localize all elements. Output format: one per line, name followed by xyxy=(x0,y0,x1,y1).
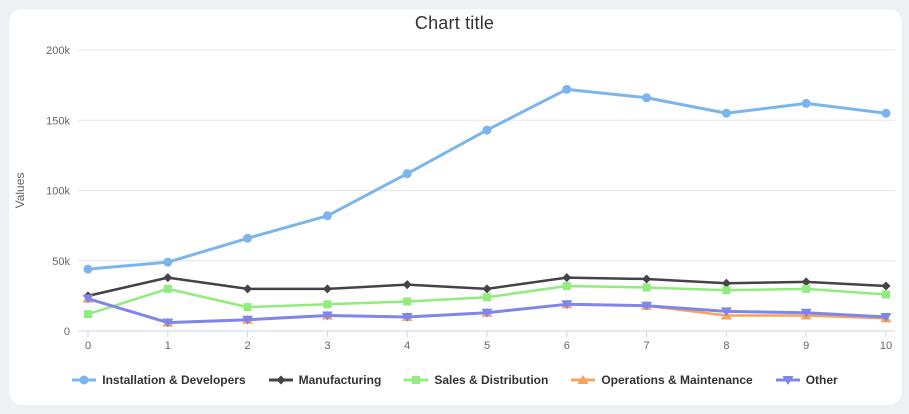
data-point[interactable] xyxy=(163,257,173,267)
data-point[interactable] xyxy=(83,264,93,274)
y-axis-tick-label: 0 xyxy=(64,326,70,338)
series-line xyxy=(86,87,888,271)
data-point[interactable] xyxy=(483,293,491,302)
data-point[interactable] xyxy=(642,274,652,284)
triangle-down-legend-marker-icon xyxy=(775,376,800,385)
legend-item-label: Installation & Developers xyxy=(102,373,246,387)
data-point[interactable] xyxy=(82,294,94,304)
legend-item-label: Manufacturing xyxy=(298,373,382,387)
legend-item-operations-maintenance[interactable]: Operations & Maintenance xyxy=(570,373,753,387)
triangle-up-legend-marker-icon xyxy=(571,375,596,384)
data-point[interactable] xyxy=(801,98,811,108)
square-legend-marker-icon xyxy=(404,376,429,384)
data-point[interactable] xyxy=(801,277,811,287)
data-point[interactable] xyxy=(323,300,332,309)
data-point[interactable] xyxy=(243,284,253,294)
data-point[interactable] xyxy=(242,315,254,325)
data-point[interactable] xyxy=(721,108,731,118)
data-point[interactable] xyxy=(322,211,332,221)
legend-item-label: Operations & Maintenance xyxy=(601,373,753,387)
data-point[interactable] xyxy=(722,286,731,295)
data-point[interactable] xyxy=(800,308,812,318)
data-point[interactable] xyxy=(721,278,731,288)
x-axis-tick-label: 9 xyxy=(803,340,809,352)
legend-item-label: Other xyxy=(805,373,838,387)
data-point[interactable] xyxy=(403,297,412,306)
data-point[interactable] xyxy=(163,273,173,283)
data-point[interactable] xyxy=(562,282,571,291)
data-point[interactable] xyxy=(402,169,412,179)
legend-item-other[interactable]: Other xyxy=(775,373,838,387)
data-point[interactable] xyxy=(561,300,573,310)
data-point[interactable] xyxy=(401,312,413,322)
x-axis-tick-label: 6 xyxy=(564,340,570,352)
data-point[interactable] xyxy=(720,307,732,317)
x-axis-tick-label: 10 xyxy=(880,340,892,352)
data-point[interactable] xyxy=(881,108,891,118)
x-axis-tick-label: 7 xyxy=(644,340,650,352)
legend-item-installation-developers[interactable]: Installation & Developers xyxy=(71,373,246,387)
data-point[interactable] xyxy=(562,84,572,94)
y-axis-tick-label: 200k xyxy=(46,45,70,57)
y-axis-title: Values xyxy=(13,173,27,209)
data-point[interactable] xyxy=(163,284,172,293)
data-point[interactable] xyxy=(482,284,492,294)
x-axis-tick-label: 3 xyxy=(324,340,330,352)
data-point[interactable] xyxy=(243,233,253,243)
y-axis-tick-label: 50k xyxy=(52,256,70,268)
x-axis-tick-label: 2 xyxy=(245,340,251,352)
legend-item-label: Sales & Distribution xyxy=(434,373,549,387)
data-point[interactable] xyxy=(322,284,332,294)
data-point[interactable] xyxy=(562,273,572,283)
data-point[interactable] xyxy=(402,280,412,290)
chart-card xyxy=(8,8,903,406)
y-axis-tick-label: 100k xyxy=(46,186,70,198)
data-point[interactable] xyxy=(641,301,653,311)
legend-item-sales-distribution[interactable]: Sales & Distribution xyxy=(403,373,548,387)
chart-legend: Installation & Developers Manufacturing Sa… xyxy=(0,367,909,393)
data-point[interactable] xyxy=(243,303,252,312)
data-point[interactable] xyxy=(881,281,891,291)
x-axis-tick-label: 1 xyxy=(165,340,171,352)
circle-legend-marker-icon xyxy=(72,375,97,385)
data-point[interactable] xyxy=(880,312,892,322)
data-point[interactable] xyxy=(642,93,652,103)
x-axis-tick-label: 5 xyxy=(484,340,490,352)
data-point[interactable] xyxy=(84,310,92,319)
data-point[interactable] xyxy=(642,283,651,292)
data-point[interactable] xyxy=(882,290,890,299)
y-axis-tick-label: 150k xyxy=(46,115,70,127)
chart-title: Chart title xyxy=(414,13,495,33)
data-point[interactable] xyxy=(481,308,493,318)
x-axis-tick-label: 8 xyxy=(723,340,729,352)
x-axis-tick-label: 4 xyxy=(404,340,410,352)
legend-item-manufacturing[interactable]: Manufacturing xyxy=(268,373,382,387)
data-point[interactable] xyxy=(321,311,333,321)
diamond-legend-marker-icon xyxy=(268,375,293,385)
data-point[interactable] xyxy=(162,318,174,328)
x-axis-tick-label: 0 xyxy=(85,340,91,352)
data-point[interactable] xyxy=(482,125,492,135)
data-point[interactable] xyxy=(802,284,811,293)
